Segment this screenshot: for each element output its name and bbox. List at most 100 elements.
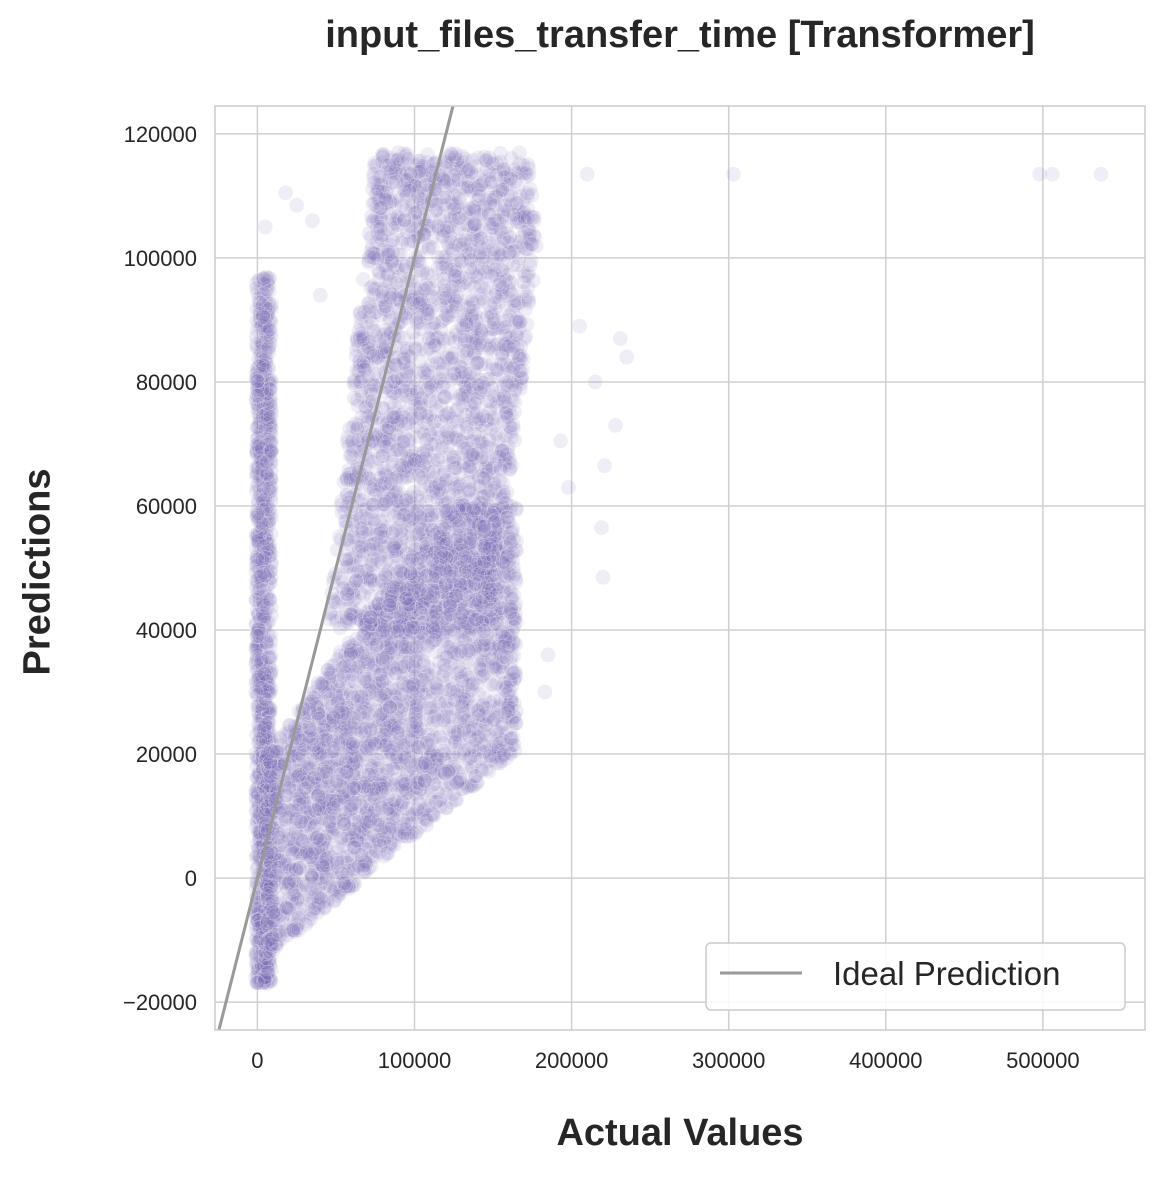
scatter-point (255, 547, 272, 563)
scatter-point (461, 483, 478, 500)
scatter-point (263, 296, 280, 312)
scatter-point (249, 321, 266, 338)
scatter-point (250, 786, 267, 803)
scatter-point (263, 492, 279, 509)
scatter-point (454, 390, 471, 407)
scatter-point (256, 436, 273, 453)
scatter-point (250, 934, 267, 950)
scatter-point (486, 388, 502, 405)
scatter-point (377, 298, 394, 315)
scatter-point (257, 496, 274, 513)
scatter-point (257, 606, 274, 623)
scatter-point (252, 741, 269, 758)
scatter-point (258, 519, 275, 535)
scatter-point (376, 190, 393, 207)
scatter-point (252, 380, 269, 397)
scatter-point (257, 965, 274, 981)
scatter-point (262, 761, 278, 778)
scatter-point (257, 727, 274, 744)
scatter-point (263, 911, 279, 928)
scatter-point (257, 506, 274, 523)
scatter-point (263, 648, 279, 665)
scatter-point (257, 666, 274, 683)
scatter-point (356, 587, 373, 603)
scatter-point (428, 196, 445, 213)
scatter-point (253, 653, 270, 670)
scatter-point (259, 532, 276, 548)
scatter-point (258, 269, 275, 285)
scatter-point (261, 749, 278, 765)
scatter-point (253, 920, 270, 937)
scatter-point (259, 406, 275, 423)
scatter-point (257, 397, 274, 414)
scatter-point (251, 678, 268, 694)
scatter-point (261, 393, 278, 410)
scatter-point (261, 573, 278, 590)
scatter-point (254, 705, 271, 721)
scatter-point (411, 353, 428, 370)
scatter-point (261, 714, 278, 731)
scatter-point (378, 422, 395, 439)
scatter-point (253, 728, 270, 745)
scatter-point (253, 546, 270, 563)
scatter-point (248, 540, 265, 556)
scatter-point (363, 208, 380, 225)
scatter-point (250, 405, 266, 422)
scatter-point (420, 303, 437, 319)
scatter-point (459, 179, 476, 196)
scatter-point (258, 973, 275, 990)
scatter-point (258, 440, 275, 457)
scatter-point (412, 509, 429, 526)
scatter-point (262, 396, 279, 412)
scatter-point (259, 925, 276, 942)
scatter-point (257, 713, 274, 730)
scatter-point (252, 680, 269, 697)
scatter-point (259, 308, 276, 324)
scatter-point (356, 304, 373, 321)
scatter-point (250, 625, 266, 641)
scatter-point (483, 174, 500, 190)
scatter-point (373, 554, 389, 571)
scatter-point (252, 411, 269, 427)
scatter-point (257, 289, 273, 306)
scatter-point (248, 528, 265, 545)
scatter-point (262, 441, 279, 458)
scatter-point (248, 780, 265, 797)
scatter-point (250, 934, 267, 950)
scatter-point (258, 379, 275, 396)
scatter-point (251, 708, 268, 724)
scatter-point (260, 672, 277, 688)
scatter-point (256, 391, 273, 408)
scatter-point (251, 443, 268, 460)
scatter-point (254, 707, 270, 724)
scatter-point (354, 369, 370, 386)
scatter-point (248, 502, 265, 519)
scatter-point (251, 777, 268, 793)
scatter-point (259, 276, 276, 292)
scatter-point (251, 767, 267, 784)
scatter-point (430, 452, 447, 469)
scatter-point (516, 274, 532, 290)
scatter-point (349, 420, 365, 437)
scatter-point (260, 415, 277, 431)
scatter-point (249, 533, 266, 550)
scatter-point (258, 562, 275, 579)
scatter-point (257, 736, 274, 752)
scatter-point (263, 962, 280, 978)
scatter-point (260, 668, 277, 685)
scatter-point (262, 971, 279, 988)
scatter-point (466, 278, 483, 295)
scatter-point (251, 642, 267, 659)
scatter-point (257, 563, 274, 579)
scatter-point (257, 618, 273, 635)
scatter-point (254, 700, 271, 717)
scatter-point (462, 260, 479, 277)
scatter-point (262, 701, 279, 718)
scatter-point (258, 527, 275, 543)
scatter-point (258, 406, 275, 423)
scatter-point (412, 321, 429, 337)
scatter-point (256, 654, 273, 671)
scatter-point (256, 972, 273, 989)
scatter-point (436, 407, 453, 424)
scatter-point (258, 327, 275, 343)
